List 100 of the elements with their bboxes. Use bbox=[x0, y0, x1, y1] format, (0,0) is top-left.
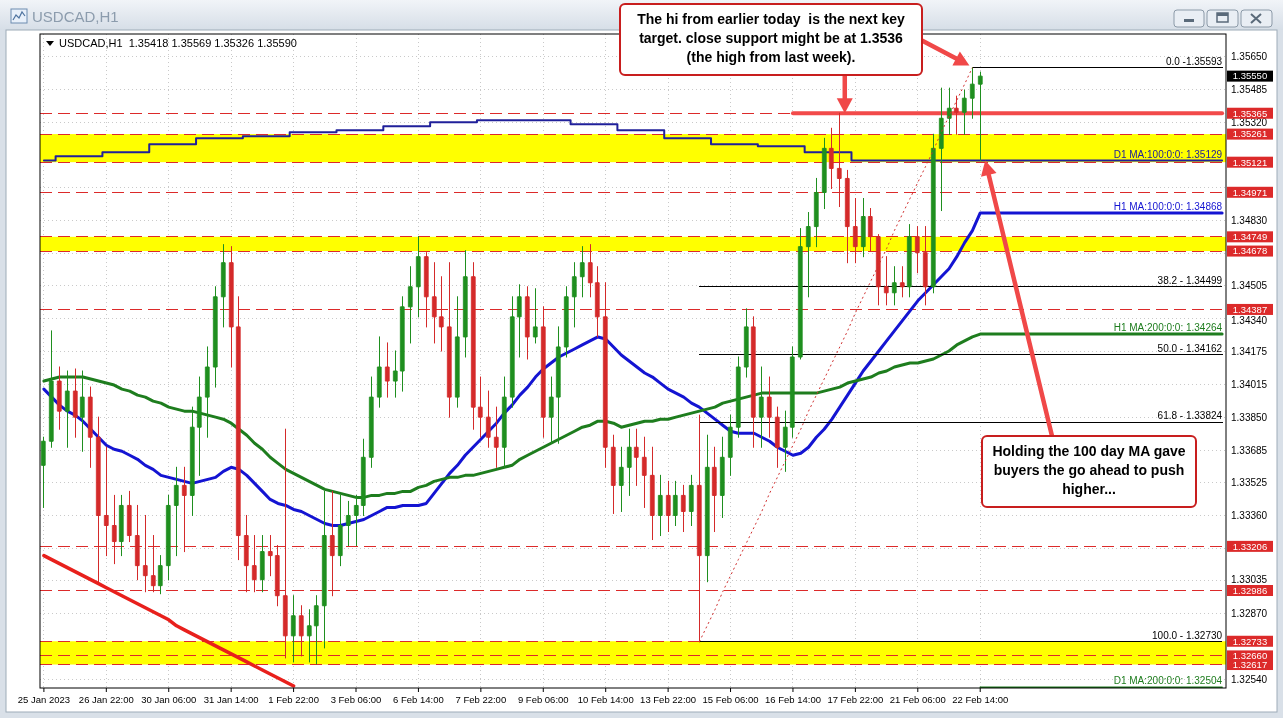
candlestick bbox=[80, 370, 85, 452]
candlestick bbox=[486, 390, 491, 448]
x-tick-label: 25 Jan 2023 bbox=[17, 694, 71, 705]
y-tick-label: 1.35485 bbox=[1231, 83, 1268, 95]
candlestick bbox=[260, 535, 265, 593]
candlestick bbox=[41, 436, 46, 508]
y-tick-label: 1.32540 bbox=[1231, 674, 1268, 686]
annotation: The hi from earlier today is the next key target. close support might be at 1.3536 (the high from last week). bbox=[637, 11, 906, 65]
ref-line-label: 1.33206 bbox=[1232, 540, 1268, 552]
x-tick-label: 3 Feb 06:00 bbox=[330, 694, 382, 705]
candlestick bbox=[900, 266, 905, 298]
ref-line-label: 1.34749 bbox=[1232, 231, 1268, 243]
candlestick bbox=[751, 316, 756, 448]
series-label: H1 MA:100:0:0: 1.34868 bbox=[1113, 200, 1223, 212]
ref-line-label: 1.35121 bbox=[1232, 156, 1268, 168]
candlestick bbox=[720, 436, 725, 518]
candlestick bbox=[681, 484, 686, 533]
ref-line-label: 1.32733 bbox=[1232, 635, 1268, 647]
x-tick-label: 10 Feb 14:00 bbox=[577, 694, 634, 705]
x-tick-label: 26 Jan 22:00 bbox=[78, 694, 134, 705]
candlestick bbox=[947, 87, 952, 135]
x-tick-label: 6 Feb 14:00 bbox=[393, 694, 444, 705]
candlestick bbox=[580, 246, 585, 298]
candlestick bbox=[213, 286, 218, 388]
ref-line-label: 1.34678 bbox=[1232, 245, 1268, 257]
candlestick bbox=[502, 376, 507, 468]
candlestick bbox=[400, 296, 405, 392]
candlestick bbox=[73, 368, 78, 438]
candlestick bbox=[119, 494, 124, 557]
candlestick bbox=[549, 376, 554, 444]
y-tick-label: 1.33525 bbox=[1231, 476, 1268, 488]
candlestick bbox=[939, 87, 944, 212]
y-tick-label: 1.33850 bbox=[1231, 411, 1268, 423]
candlestick bbox=[634, 428, 639, 486]
candlestick bbox=[377, 336, 382, 408]
series-label: 38.2 - 1.34499 bbox=[1157, 274, 1223, 286]
candlestick bbox=[705, 434, 710, 583]
candlestick bbox=[666, 480, 671, 533]
candlestick bbox=[790, 346, 795, 438]
candlestick bbox=[744, 308, 749, 378]
candlestick bbox=[221, 244, 226, 328]
chart-title: USDCAD,H1 bbox=[32, 8, 119, 25]
candlestick bbox=[393, 350, 398, 398]
candlestick bbox=[197, 376, 202, 476]
candlestick bbox=[642, 436, 647, 508]
series-label: 61.8 - 1.33824 bbox=[1157, 410, 1223, 422]
candlestick bbox=[408, 266, 413, 344]
candlestick bbox=[190, 406, 195, 516]
x-tick-label: 7 Feb 22:00 bbox=[455, 694, 507, 705]
candlestick bbox=[346, 500, 351, 547]
candlestick bbox=[572, 262, 577, 328]
candlestick bbox=[931, 133, 936, 294]
candlestick bbox=[728, 414, 733, 476]
candlestick bbox=[533, 288, 538, 344]
x-tick-label: 1 Feb 22:00 bbox=[268, 694, 319, 705]
ref-line-label: 1.32986 bbox=[1232, 584, 1268, 596]
candlestick bbox=[556, 326, 561, 444]
candlestick bbox=[517, 284, 522, 358]
y-tick-label: 1.34505 bbox=[1231, 280, 1268, 292]
text: 1.35550 bbox=[1232, 70, 1268, 82]
candlestick bbox=[127, 490, 132, 543]
ref-line-label: 1.35261 bbox=[1232, 128, 1268, 140]
candlestick bbox=[798, 228, 803, 360]
candlestick bbox=[57, 366, 62, 430]
candlestick bbox=[962, 89, 967, 135]
line-series bbox=[42, 332, 1224, 499]
candlestick bbox=[861, 198, 866, 258]
series-label: D1 MA:100:0:0: 1.35129 bbox=[1113, 148, 1223, 160]
candlestick bbox=[806, 212, 811, 298]
candlestick bbox=[291, 595, 296, 663]
candlestick bbox=[361, 438, 366, 516]
x-tick-label: 21 Feb 06:00 bbox=[889, 694, 946, 705]
y-tick-label: 1.34340 bbox=[1231, 315, 1268, 327]
candlestick bbox=[814, 177, 819, 248]
candlestick bbox=[611, 434, 616, 514]
candlestick bbox=[650, 446, 655, 541]
candlestick bbox=[88, 386, 93, 468]
x-tick-label: 15 Feb 06:00 bbox=[702, 694, 759, 705]
candlestick bbox=[158, 555, 163, 595]
candlestick bbox=[619, 446, 624, 512]
y-tick-label: 1.33035 bbox=[1231, 573, 1268, 585]
series-label: D1 MA:200:0:0: 1.32504 bbox=[1113, 675, 1223, 687]
candlestick bbox=[166, 494, 171, 581]
y-tick-label: 1.33685 bbox=[1231, 444, 1268, 456]
y-tick-label: 1.34015 bbox=[1231, 378, 1268, 390]
candlestick bbox=[338, 494, 343, 567]
y-tick-label: 1.35650 bbox=[1231, 50, 1268, 62]
candlestick bbox=[689, 474, 694, 526]
candlestick bbox=[564, 286, 569, 358]
candlestick bbox=[369, 376, 374, 468]
candlestick bbox=[143, 514, 148, 593]
candlestick bbox=[174, 466, 179, 557]
ref-line-label: 1.34971 bbox=[1232, 186, 1268, 198]
line-series bbox=[42, 211, 1224, 527]
candlestick bbox=[822, 137, 827, 210]
chart-subtitle: USDCAD,H1 1.35418 1.35569 1.35326 1.35590 bbox=[59, 37, 297, 49]
candlestick bbox=[416, 236, 421, 318]
candlestick bbox=[65, 370, 70, 448]
candlestick bbox=[205, 346, 210, 438]
x-tick-label: 17 Feb 22:00 bbox=[827, 694, 884, 705]
